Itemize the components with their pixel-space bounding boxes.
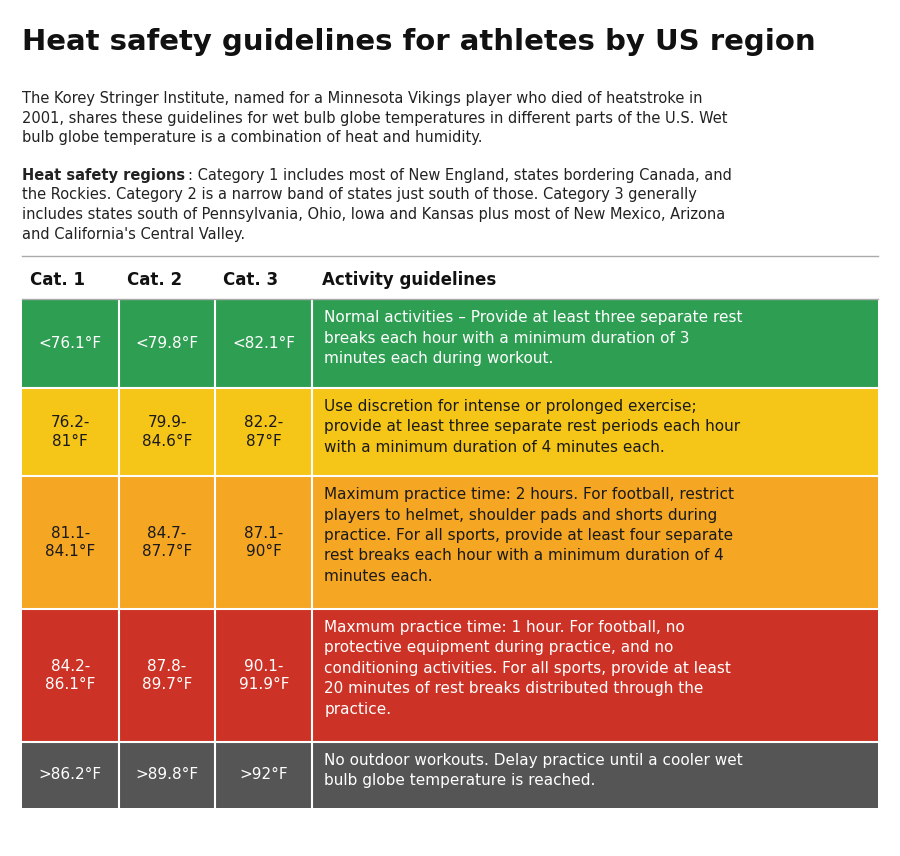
Text: 87.8-
89.7°F: 87.8- 89.7°F bbox=[142, 658, 193, 693]
Bar bbox=[22, 609, 878, 742]
Text: the Rockies. Category 2 is a narrow band of states just south of those. Category: the Rockies. Category 2 is a narrow band… bbox=[22, 187, 697, 203]
Bar bbox=[22, 388, 878, 476]
Text: Maximum practice time: 2 hours. For football, restrict
players to helmet, should: Maximum practice time: 2 hours. For foot… bbox=[324, 487, 734, 584]
Text: 76.2-
81°F: 76.2- 81°F bbox=[50, 415, 90, 449]
Text: 81.1-
84.1°F: 81.1- 84.1°F bbox=[45, 526, 95, 560]
Bar bbox=[22, 300, 878, 388]
Text: >89.8°F: >89.8°F bbox=[136, 768, 199, 782]
Text: includes states south of Pennsylvania, Ohio, Iowa and Kansas plus most of New Me: includes states south of Pennsylvania, O… bbox=[22, 207, 725, 223]
Text: 84.7-
87.7°F: 84.7- 87.7°F bbox=[142, 526, 193, 560]
Text: >92°F: >92°F bbox=[239, 768, 288, 782]
Text: Cat. 3: Cat. 3 bbox=[223, 271, 279, 289]
Text: >86.2°F: >86.2°F bbox=[39, 768, 102, 782]
Text: and California's Central Valley.: and California's Central Valley. bbox=[22, 227, 245, 242]
Text: : Category 1 includes most of New England, states bordering Canada, and: : Category 1 includes most of New Englan… bbox=[188, 168, 732, 183]
Bar bbox=[22, 476, 878, 609]
Text: Activity guidelines: Activity guidelines bbox=[322, 271, 497, 289]
Text: Heat safety guidelines for athletes by US region: Heat safety guidelines for athletes by U… bbox=[22, 28, 815, 56]
Text: The Korey Stringer Institute, named for a Minnesota Vikings player who died of h: The Korey Stringer Institute, named for … bbox=[22, 91, 703, 106]
Text: 79.9-
84.6°F: 79.9- 84.6°F bbox=[142, 415, 193, 449]
Text: Cat. 1: Cat. 1 bbox=[30, 271, 85, 289]
Text: bulb globe temperature is a combination of heat and humidity.: bulb globe temperature is a combination … bbox=[22, 130, 482, 146]
Text: <79.8°F: <79.8°F bbox=[136, 336, 199, 351]
Text: 2001, shares these guidelines for wet bulb globe temperatures in different parts: 2001, shares these guidelines for wet bu… bbox=[22, 110, 727, 126]
Text: Use discretion for intense or prolonged exercise;
provide at least three separat: Use discretion for intense or prolonged … bbox=[324, 399, 741, 455]
Bar bbox=[22, 742, 878, 808]
Text: 87.1-
90°F: 87.1- 90°F bbox=[244, 526, 284, 560]
Text: <76.1°F: <76.1°F bbox=[39, 336, 102, 351]
Text: 90.1-
91.9°F: 90.1- 91.9°F bbox=[238, 658, 289, 693]
Text: Cat. 2: Cat. 2 bbox=[127, 271, 182, 289]
Text: <82.1°F: <82.1°F bbox=[232, 336, 295, 351]
Text: Normal activities – Provide at least three separate rest
breaks each hour with a: Normal activities – Provide at least thr… bbox=[324, 311, 742, 366]
Text: 84.2-
86.1°F: 84.2- 86.1°F bbox=[45, 658, 95, 693]
Text: 82.2-
87°F: 82.2- 87°F bbox=[244, 415, 284, 449]
Text: Heat safety regions: Heat safety regions bbox=[22, 168, 185, 183]
Text: Maxmum practice time: 1 hour. For football, no
protective equipment during pract: Maxmum practice time: 1 hour. For footba… bbox=[324, 620, 731, 716]
Text: No outdoor workouts. Delay practice until a cooler wet
bulb globe temperature is: No outdoor workouts. Delay practice unti… bbox=[324, 752, 742, 788]
